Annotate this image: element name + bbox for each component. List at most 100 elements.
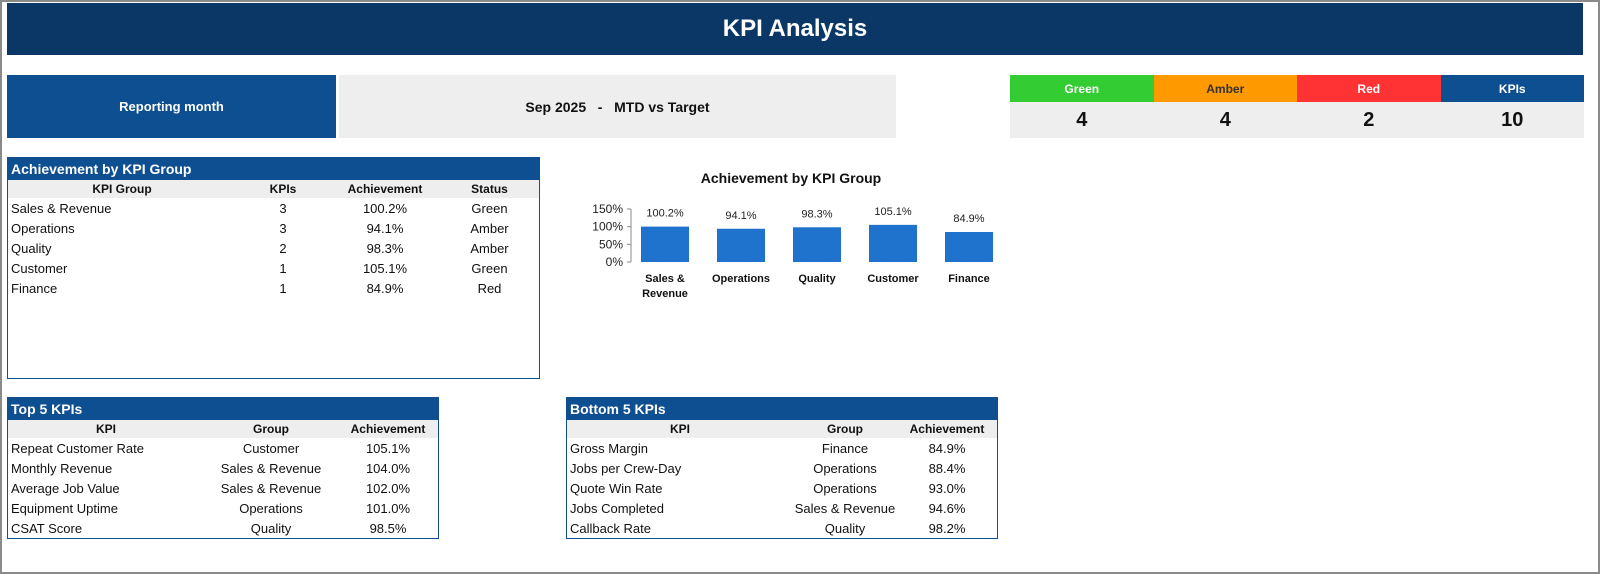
table-cell: Green	[471, 200, 508, 216]
bottom-kpis-panel: Bottom 5 KPIs KPI Group Achievement Gros…	[566, 397, 998, 539]
table-cell: 1	[279, 280, 287, 296]
status-card-label: Green	[1010, 75, 1154, 102]
status-card-label: Amber	[1153, 75, 1297, 102]
table-cell: Operations	[813, 460, 877, 476]
table-cell: 104.0%	[365, 460, 411, 476]
bar	[945, 232, 993, 262]
x-tick-label: Revenue	[642, 288, 688, 300]
table-cell: 1	[279, 260, 287, 276]
x-tick-label: Operations	[712, 273, 770, 285]
table-cell: 3	[279, 220, 287, 236]
status-card-label: KPIs	[1440, 75, 1584, 102]
table-cell: 98.3%	[366, 240, 404, 256]
table-cell: Equipment Uptime	[11, 500, 118, 516]
table-cell: 105.1%	[365, 440, 411, 456]
column-header: KPI	[8, 420, 204, 438]
column-header: Achievement	[338, 420, 438, 438]
status-card-label: Red	[1297, 75, 1441, 102]
table-row: Gross Margin Finance 84.9%	[567, 438, 997, 458]
table-header-row: KPI Group Achievement	[8, 420, 438, 438]
table-header-row: KPI Group Achievement	[567, 420, 997, 438]
bottom-kpis-table: KPI Group Achievement Gross Margin Finan…	[567, 420, 997, 538]
table-cell: Sales & Revenue	[220, 460, 322, 476]
table-cell: 2	[279, 240, 287, 256]
table-row: Sales & Revenue 3 100.2% Green	[8, 198, 539, 218]
top-kpis-panel: Top 5 KPIs KPI Group Achievement Repeat …	[7, 397, 439, 539]
status-card-amber: Amber 4	[1153, 75, 1297, 138]
column-header: KPI	[567, 420, 793, 438]
group-achievement-panel: Achievement by KPI Group KPI Group KPIs …	[7, 157, 540, 379]
table-row: Jobs Completed Sales & Revenue 94.6%	[567, 498, 997, 518]
table-row: Monthly Revenue Sales & Revenue 104.0%	[8, 458, 438, 478]
table-cell: 102.0%	[365, 480, 411, 496]
table-cell: 93.0%	[928, 480, 966, 496]
table-cell: Quote Win Rate	[570, 480, 663, 496]
data-label: 100.2%	[646, 208, 684, 220]
table-cell: Average Job Value	[11, 480, 120, 496]
panel-title: Top 5 KPIs	[8, 398, 438, 420]
column-header: KPIs	[236, 180, 330, 198]
page-title: KPI Analysis	[7, 3, 1583, 55]
table-row: Repeat Customer Rate Customer 105.1%	[8, 438, 438, 458]
data-label: 105.1%	[874, 206, 912, 218]
table-header-row: KPI Group KPIs Achievement Status	[8, 180, 539, 198]
y-tick-label: 50%	[599, 237, 623, 251]
table-row: Equipment Uptime Operations 101.0%	[8, 498, 438, 518]
table-cell: Quality	[250, 520, 292, 536]
table-cell: 84.9%	[928, 440, 966, 456]
status-card-green: Green 4	[1010, 75, 1154, 138]
table-row: Average Job Value Sales & Revenue 102.0%	[8, 478, 438, 498]
table-cell: 100.2%	[362, 200, 408, 216]
table-cell: Operations	[11, 220, 75, 236]
column-header: Achievement	[330, 180, 440, 198]
table-cell: Finance	[11, 280, 58, 296]
achievement-chart: Achievement by KPI Group 150% 100% 50% 0% 10…	[576, 162, 1006, 312]
column-header: KPI Group	[8, 180, 236, 198]
chart-title: Achievement by KPI Group	[700, 170, 882, 186]
reporting-month-label: Reporting month	[7, 75, 336, 138]
table-row: Finance 1 84.9% Red	[8, 278, 539, 298]
table-row: Quality 2 98.3% Amber	[8, 238, 539, 258]
table-row: Operations 3 94.1% Amber	[8, 218, 539, 238]
table-cell: Customer	[242, 440, 300, 456]
table-cell: 101.0%	[365, 500, 411, 516]
table-cell: Sales & Revenue	[794, 500, 896, 516]
table-cell: Quality	[11, 240, 52, 256]
data-label: 94.1%	[725, 210, 756, 222]
status-summary: Green 4 Amber 4 Red 2 KPIs 10	[1010, 75, 1584, 138]
table-cell: Jobs Completed	[570, 500, 664, 516]
column-header: Group	[793, 420, 897, 438]
status-card-count: 4	[1153, 102, 1297, 138]
column-header: Group	[204, 420, 338, 438]
table-cell: Sales & Revenue	[11, 200, 112, 216]
y-tick-label: 150%	[592, 202, 623, 216]
y-tick-label: 0%	[606, 255, 624, 269]
panel-title: Bottom 5 KPIs	[567, 398, 997, 420]
table-cell: Operations	[813, 480, 877, 496]
status-card-kpis: KPIs 10	[1440, 75, 1584, 138]
reporting-month-value: Sep 2025 - MTD vs Target	[339, 75, 896, 138]
status-card-count: 4	[1010, 102, 1154, 138]
bar	[641, 226, 689, 262]
x-tick-label: Sales &	[645, 273, 685, 285]
bar	[717, 228, 765, 262]
table-cell: Red	[477, 280, 502, 296]
table-cell: Monthly Revenue	[11, 460, 113, 476]
achievement-bar-chart: 150% 100% 50% 0% 100.2% Sales & Revenue 94.1% Op…	[592, 202, 993, 300]
column-header: Status	[440, 180, 539, 198]
table-row: Customer 1 105.1% Green	[8, 258, 539, 278]
table-cell: 105.1%	[362, 260, 408, 276]
y-tick-label: 100%	[592, 220, 623, 234]
table-cell: 3	[279, 200, 287, 216]
bar	[869, 224, 917, 262]
table-cell: Operations	[239, 500, 303, 516]
table-cell: Jobs per Crew-Day	[570, 460, 682, 476]
table-cell: Gross Margin	[570, 440, 649, 456]
table-cell: 84.9%	[366, 280, 404, 296]
panel-title: Achievement by KPI Group	[8, 158, 539, 180]
group-achievement-table: KPI Group KPIs Achievement Status Sales …	[8, 180, 539, 298]
table-cell: Customer	[11, 260, 68, 276]
table-cell: Callback Rate	[570, 520, 651, 536]
x-tick-label: Customer	[867, 273, 919, 285]
